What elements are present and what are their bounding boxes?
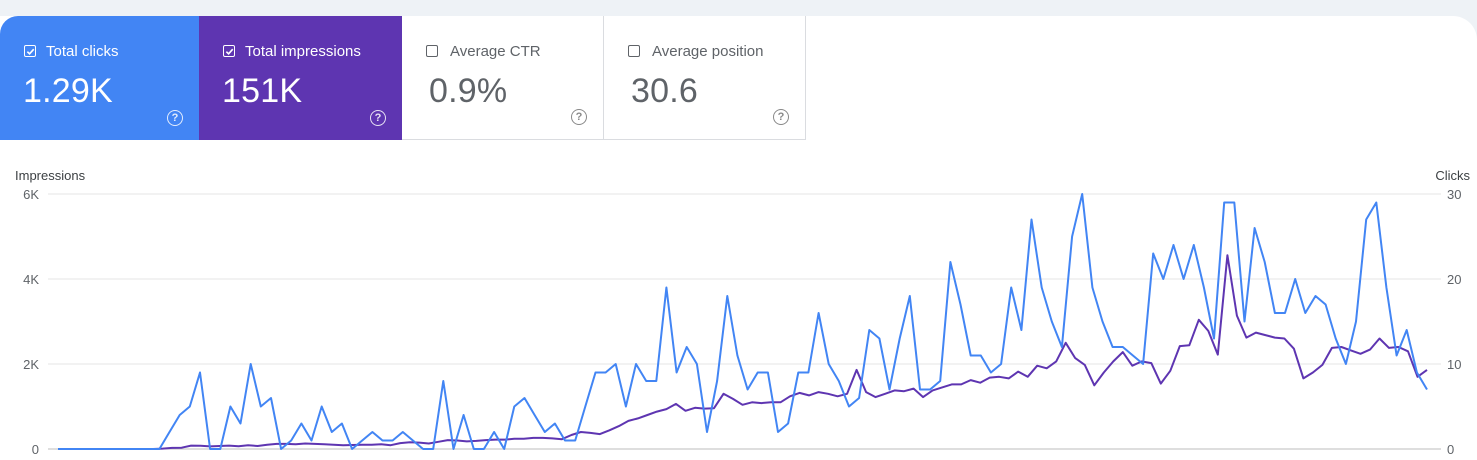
right-tick-label: 0 bbox=[1447, 442, 1454, 457]
help-icon[interactable]: ? bbox=[167, 110, 183, 126]
chart-series bbox=[58, 193, 1428, 450]
right-tick-label: 30 bbox=[1447, 187, 1461, 202]
metric-label: Total impressions bbox=[245, 43, 361, 60]
metric-value: 0.9% bbox=[429, 72, 508, 110]
metric-value: 151K bbox=[222, 72, 303, 110]
checkbox-unchecked-icon[interactable] bbox=[628, 45, 640, 57]
checkbox-checked-icon[interactable] bbox=[223, 45, 235, 57]
left-axis-title: Impressions bbox=[15, 168, 86, 183]
left-tick-label: 6K bbox=[23, 187, 39, 202]
help-icon[interactable]: ? bbox=[370, 110, 386, 126]
clicks-series-line bbox=[58, 193, 1428, 450]
metric-cards: Total clicks 1.29K ? Total impressions 1… bbox=[0, 16, 806, 140]
help-icon[interactable]: ? bbox=[773, 109, 789, 125]
metric-card-total-impressions[interactable]: Total impressions 151K ? bbox=[199, 16, 402, 140]
metric-label: Total clicks bbox=[46, 43, 119, 60]
metric-card-average-ctr[interactable]: Average CTR 0.9% ? bbox=[402, 16, 604, 140]
help-icon[interactable]: ? bbox=[571, 109, 587, 125]
checkbox-checked-icon[interactable] bbox=[24, 45, 36, 57]
metric-value: 1.29K bbox=[23, 72, 113, 110]
left-tick-label: 4K bbox=[23, 272, 39, 287]
chart-grid bbox=[48, 193, 1441, 450]
right-axis-ticks: 0 10 20 30 bbox=[1447, 187, 1461, 457]
left-axis-ticks: 0 2K 4K 6K bbox=[23, 187, 39, 457]
metric-card-average-position[interactable]: Average position 30.6 ? bbox=[604, 16, 806, 140]
right-tick-label: 10 bbox=[1447, 357, 1461, 372]
metric-label: Average CTR bbox=[450, 43, 541, 60]
metric-label: Average position bbox=[652, 43, 764, 60]
metric-value: 30.6 bbox=[631, 72, 698, 110]
left-tick-label: 2K bbox=[23, 357, 39, 372]
left-tick-label: 0 bbox=[32, 442, 39, 457]
checkbox-unchecked-icon[interactable] bbox=[426, 45, 438, 57]
impressions-series-line bbox=[58, 254, 1428, 450]
metric-card-total-clicks[interactable]: Total clicks 1.29K ? bbox=[0, 16, 199, 140]
right-tick-label: 20 bbox=[1447, 272, 1461, 287]
right-axis-title: Clicks bbox=[1435, 168, 1470, 183]
